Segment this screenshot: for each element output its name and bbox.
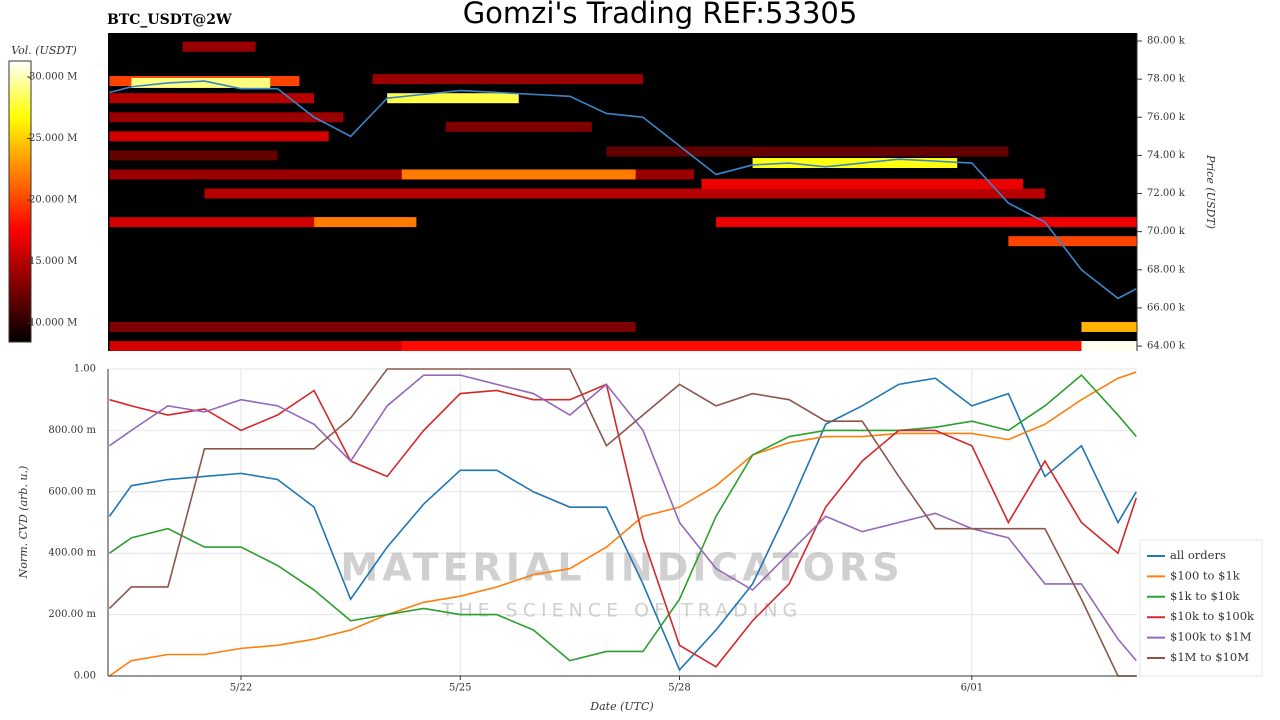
- heat-cell: [109, 150, 278, 161]
- y-axis-title: Price (USDT): [1204, 154, 1217, 229]
- heat-cell: [109, 217, 410, 228]
- series-line: [108, 368, 1137, 677]
- y-tick-label: 1.00: [74, 364, 96, 375]
- y-tick-label: 64.00 k: [1147, 341, 1186, 352]
- x-axis-title: Date (UTC): [589, 700, 653, 713]
- y-tick-label: 600.00 m: [48, 486, 96, 497]
- heat-cell: [109, 93, 315, 104]
- x-tick-label: 6/01: [961, 683, 983, 694]
- legend-label: $1k to $10k: [1170, 589, 1240, 603]
- heat-cell: [701, 178, 1023, 189]
- chart-title: Gomzi's Trading REF:53305: [463, 0, 858, 30]
- legend-label: $10k to $100k: [1170, 609, 1255, 623]
- heat-cell: [372, 74, 643, 85]
- series-line: [108, 377, 1137, 672]
- legend-label: $100 to $1k: [1170, 568, 1241, 582]
- heat-cell: [401, 169, 636, 180]
- heat-cell: [1081, 341, 1137, 351]
- colorbar-tick-label: 10.000 M: [29, 317, 77, 328]
- heat-cell: [716, 217, 1137, 228]
- y-tick-label: 80.00 k: [1147, 36, 1186, 47]
- heat-cell: [401, 341, 1137, 351]
- heat-cell: [606, 146, 1009, 157]
- y-tick-label: 200.00 m: [48, 609, 96, 620]
- colorbar-tick-label: 15.000 M: [29, 256, 77, 267]
- colorbar-title: Vol. (USDT): [11, 44, 77, 57]
- y-tick-label: 76.00 k: [1147, 112, 1186, 123]
- heat-cell: [204, 188, 1045, 199]
- y-tick-label: 0.00: [74, 671, 96, 682]
- y-tick-label: 800.00 m: [48, 425, 96, 436]
- y-tick-label: 68.00 k: [1147, 264, 1186, 275]
- x-tick-label: 5/28: [668, 683, 690, 694]
- y-axis-title: Norm. CVD (arb. u.): [17, 466, 30, 580]
- series-line: [109, 374, 1137, 662]
- legend-label: $1M to $10M: [1170, 650, 1249, 664]
- series-line: [109, 374, 1137, 662]
- watermark: MATERIAL INDICATORS: [340, 546, 903, 590]
- heat-cell: [109, 131, 329, 142]
- heat-cell: [445, 121, 592, 132]
- series-line: [109, 371, 1137, 677]
- heat-cell: [1008, 236, 1137, 247]
- heat-cell: [109, 321, 636, 332]
- heat-cell: [109, 112, 344, 123]
- watermark: THE SCIENCE OF TRADING: [441, 600, 803, 622]
- x-tick-label: 5/25: [449, 683, 471, 694]
- colorbar-tick-label: 25.000 M: [29, 133, 77, 144]
- heat-cell: [314, 217, 417, 228]
- colorbar-tick-label: 30.000 M: [29, 71, 77, 82]
- legend-label: $100k to $1M: [1170, 630, 1252, 644]
- y-tick-label: 66.00 k: [1147, 302, 1186, 313]
- legend: [1139, 539, 1263, 677]
- x-tick-label: 5/22: [230, 683, 252, 694]
- heat-cell: [387, 93, 519, 104]
- chart-subtitle: BTC_USDT@2W: [107, 12, 232, 28]
- colorbar-tick-label: 20.000 M: [29, 194, 77, 205]
- heat-cell: [1081, 321, 1137, 332]
- y-tick-label: 78.00 k: [1147, 74, 1186, 85]
- series-line: [109, 383, 1138, 668]
- price-line: [109, 80, 1137, 300]
- heat-cell: [131, 77, 271, 88]
- heat-cell: [182, 41, 256, 52]
- legend-label: all orders: [1170, 548, 1226, 562]
- y-tick-label: 400.00 m: [48, 548, 96, 559]
- y-tick-label: 70.00 k: [1147, 226, 1186, 237]
- y-tick-label: 74.00 k: [1147, 150, 1186, 161]
- y-tick-label: 72.00 k: [1147, 188, 1186, 199]
- colorbar: [8, 60, 32, 343]
